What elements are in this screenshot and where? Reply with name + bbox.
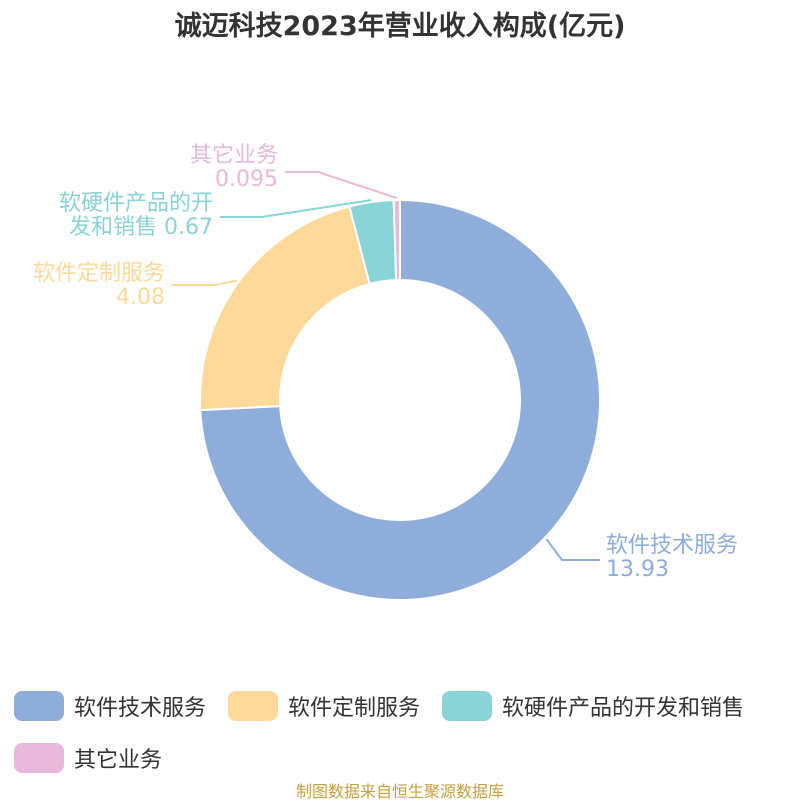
legend-swatch xyxy=(14,691,64,721)
leader-line xyxy=(220,199,372,218)
legend-swatch xyxy=(442,691,493,721)
data-label: 软硬件产品的开发和销售 0.67 xyxy=(59,191,213,240)
leader-line xyxy=(285,171,398,199)
donut-slice[interactable] xyxy=(392,198,401,282)
leader-line xyxy=(545,538,600,561)
legend-label: 软件定制服务 xyxy=(288,696,421,721)
legend-label: 软硬件产品的开发和销售 xyxy=(502,696,745,721)
legend-row: 软件技术服务 软件定制服务 软硬件产品的开发和销售 xyxy=(14,686,800,726)
leader-line xyxy=(172,279,238,286)
data-label: 软件定制服务 4.08 xyxy=(33,261,165,310)
legend-row: 其它业务 xyxy=(14,738,800,778)
legend: 软件技术服务 软件定制服务 软硬件产品的开发和销售 其它业务 xyxy=(14,686,800,790)
legend-label: 软件技术服务 xyxy=(74,696,207,721)
donut-slice[interactable] xyxy=(199,205,371,412)
legend-swatch xyxy=(228,691,279,721)
legend-swatch xyxy=(14,743,64,773)
legend-item-other-business[interactable]: 其它业务 xyxy=(14,742,162,774)
legend-item-hardware-software-products[interactable]: 软硬件产品的开发和销售 xyxy=(442,690,744,722)
chart-title: 诚迈科技2023年营业收入构成(亿元) xyxy=(174,11,626,42)
legend-label: 其它业务 xyxy=(74,748,163,773)
legend-item-software-tech-services[interactable]: 软件技术服务 xyxy=(14,690,206,722)
source-note: 制图数据来自恒生聚源数据库 xyxy=(295,782,504,801)
donut-slice[interactable] xyxy=(199,198,601,601)
data-label: 软件技术服务 13.93 xyxy=(606,533,738,582)
data-label: 其它业务 0.095 xyxy=(190,143,278,192)
legend-item-software-custom-services[interactable]: 软件定制服务 xyxy=(228,690,420,722)
